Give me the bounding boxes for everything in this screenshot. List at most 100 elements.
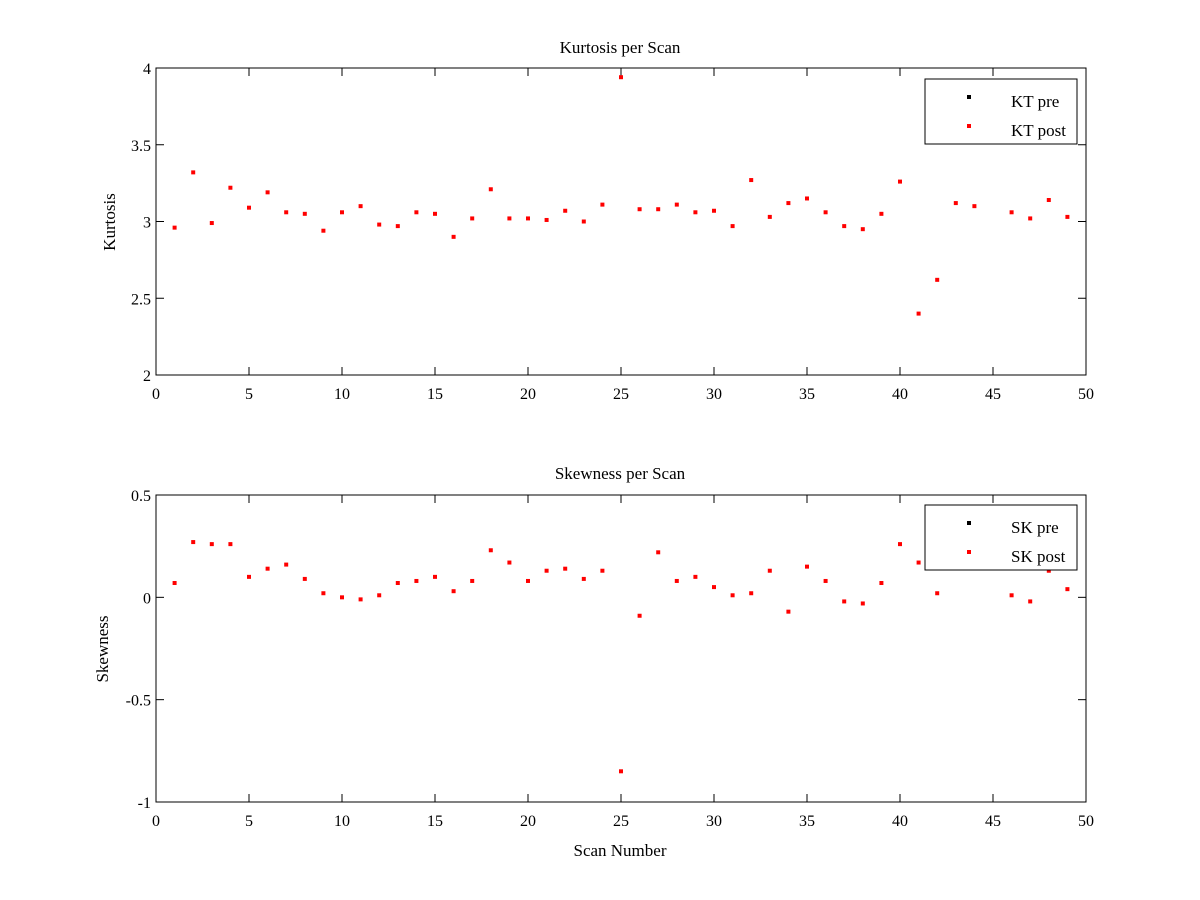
data-point-kt-post bbox=[953, 201, 958, 206]
data-point-kt-post bbox=[712, 208, 716, 213]
data-point-kt-post bbox=[544, 217, 549, 222]
skewness-points bbox=[172, 540, 1070, 774]
x-tick-label: 30 bbox=[706, 813, 722, 830]
data-point-sk-post bbox=[526, 578, 530, 583]
x-tick-label: 5 bbox=[245, 386, 253, 403]
data-point-sk-post bbox=[302, 576, 307, 581]
x-tick-label: 15 bbox=[427, 386, 443, 403]
data-point-kt-post bbox=[730, 224, 735, 229]
x-tick-label: 5 bbox=[245, 813, 253, 830]
legend-label-kt-pre: KT pre bbox=[1011, 92, 1059, 111]
data-point-sk-post bbox=[935, 591, 940, 596]
kurtosis-title: Kurtosis per Scan bbox=[560, 38, 681, 57]
kurtosis-subplot: Kurtosis per Scan Kurtosis 0 5 10 15 20 25 30 3… bbox=[100, 38, 1094, 403]
data-point-sk-post bbox=[786, 609, 791, 614]
data-point-sk-post bbox=[693, 574, 698, 579]
x-tick-label: 50 bbox=[1078, 813, 1094, 830]
data-point-kt-post bbox=[470, 216, 475, 221]
y-tick-label: -1 bbox=[138, 795, 151, 812]
data-point-sk-post bbox=[879, 581, 884, 586]
data-point-kt-post bbox=[563, 208, 568, 213]
data-point-kt-post bbox=[247, 205, 251, 210]
y-tick-label: -0.5 bbox=[126, 693, 151, 710]
data-point-sk-post bbox=[823, 578, 828, 583]
x-tick-label: 25 bbox=[613, 386, 629, 403]
data-point-kt-post bbox=[191, 170, 196, 175]
data-point-kt-post bbox=[1028, 216, 1033, 221]
data-point-sk-post bbox=[358, 597, 363, 602]
data-point-sk-post bbox=[340, 595, 344, 600]
y-tick-label: 2.5 bbox=[131, 291, 151, 308]
y-tick-label: 3.5 bbox=[131, 138, 151, 155]
data-point-kt-post bbox=[805, 196, 809, 201]
data-point-kt-post bbox=[879, 211, 884, 216]
skewness-axes-box bbox=[155, 494, 1087, 803]
x-tick-label: 40 bbox=[892, 813, 908, 830]
x-tick-label: 0 bbox=[152, 813, 160, 830]
data-point-sk-post bbox=[898, 542, 902, 547]
data-point-sk-post bbox=[842, 599, 847, 604]
data-point-sk-post bbox=[563, 566, 568, 571]
x-tick-label: 35 bbox=[799, 813, 815, 830]
skewness-title: Skewness per Scan bbox=[555, 464, 686, 483]
data-point-kt-post bbox=[693, 210, 698, 215]
x-tick-label: 25 bbox=[613, 813, 629, 830]
legend-label-kt-post: KT post bbox=[1011, 121, 1066, 140]
data-point-sk-post bbox=[488, 548, 493, 553]
data-point-sk-post bbox=[674, 578, 679, 583]
x-tick-label: 10 bbox=[334, 386, 350, 403]
data-point-kt-post bbox=[172, 225, 177, 230]
data-point-sk-post bbox=[209, 542, 214, 547]
data-point-sk-post bbox=[191, 540, 196, 545]
data-point-sk-post bbox=[1065, 587, 1070, 592]
data-point-sk-post bbox=[1009, 593, 1014, 598]
data-point-sk-post bbox=[805, 564, 809, 569]
data-point-kt-post bbox=[526, 216, 530, 221]
data-point-sk-post bbox=[637, 613, 642, 618]
data-point-sk-post bbox=[1046, 568, 1051, 573]
data-point-sk-post bbox=[544, 568, 549, 573]
x-tick-label: 10 bbox=[334, 813, 350, 830]
data-point-sk-post bbox=[712, 585, 716, 590]
data-point-kt-post bbox=[433, 211, 437, 216]
data-point-kt-post bbox=[749, 178, 754, 183]
data-point-sk-post bbox=[600, 568, 605, 573]
data-point-sk-post bbox=[321, 591, 326, 596]
kurtosis-legend-box bbox=[924, 78, 1078, 145]
data-point-kt-post bbox=[488, 187, 493, 192]
data-point-kt-post bbox=[637, 207, 642, 212]
data-point-kt-post bbox=[414, 210, 419, 215]
x-tick-label: 40 bbox=[892, 386, 908, 403]
kurtosis-y-axis-label: Kurtosis bbox=[100, 193, 119, 251]
data-point-kt-post bbox=[823, 210, 828, 215]
legend-label-sk-pre: SK pre bbox=[1011, 518, 1059, 537]
y-tick-label: 2 bbox=[143, 368, 151, 385]
x-tick-label: 20 bbox=[520, 386, 536, 403]
data-point-sk-post bbox=[619, 769, 623, 774]
data-point-kt-post bbox=[935, 277, 940, 282]
scan-number-x-axis-label: Scan Number bbox=[573, 841, 666, 860]
x-tick-label: 20 bbox=[520, 813, 536, 830]
data-point-kt-post bbox=[767, 214, 772, 219]
data-point-sk-post bbox=[172, 581, 177, 586]
data-point-kt-post bbox=[209, 221, 214, 226]
y-tick-label: 0 bbox=[143, 590, 151, 607]
data-point-kt-post bbox=[395, 224, 400, 229]
data-point-sk-post bbox=[730, 593, 735, 598]
data-point-sk-post bbox=[284, 562, 289, 567]
data-point-kt-post bbox=[265, 190, 270, 195]
y-tick-label: 3 bbox=[143, 215, 151, 232]
data-point-kt-post bbox=[377, 222, 382, 227]
data-point-kt-post bbox=[860, 227, 865, 232]
skewness-legend: SK pre SK post bbox=[924, 504, 1078, 571]
data-point-kt-post bbox=[916, 311, 921, 316]
data-point-sk-post bbox=[377, 593, 382, 598]
legend-marker-kt-post bbox=[967, 124, 971, 128]
x-tick-label: 30 bbox=[706, 386, 722, 403]
data-point-kt-post bbox=[507, 216, 512, 221]
data-point-kt-post bbox=[228, 185, 233, 190]
data-point-sk-post bbox=[247, 574, 251, 579]
data-point-sk-post bbox=[433, 574, 437, 579]
data-point-sk-post bbox=[470, 578, 475, 583]
data-point-kt-post bbox=[284, 210, 289, 215]
